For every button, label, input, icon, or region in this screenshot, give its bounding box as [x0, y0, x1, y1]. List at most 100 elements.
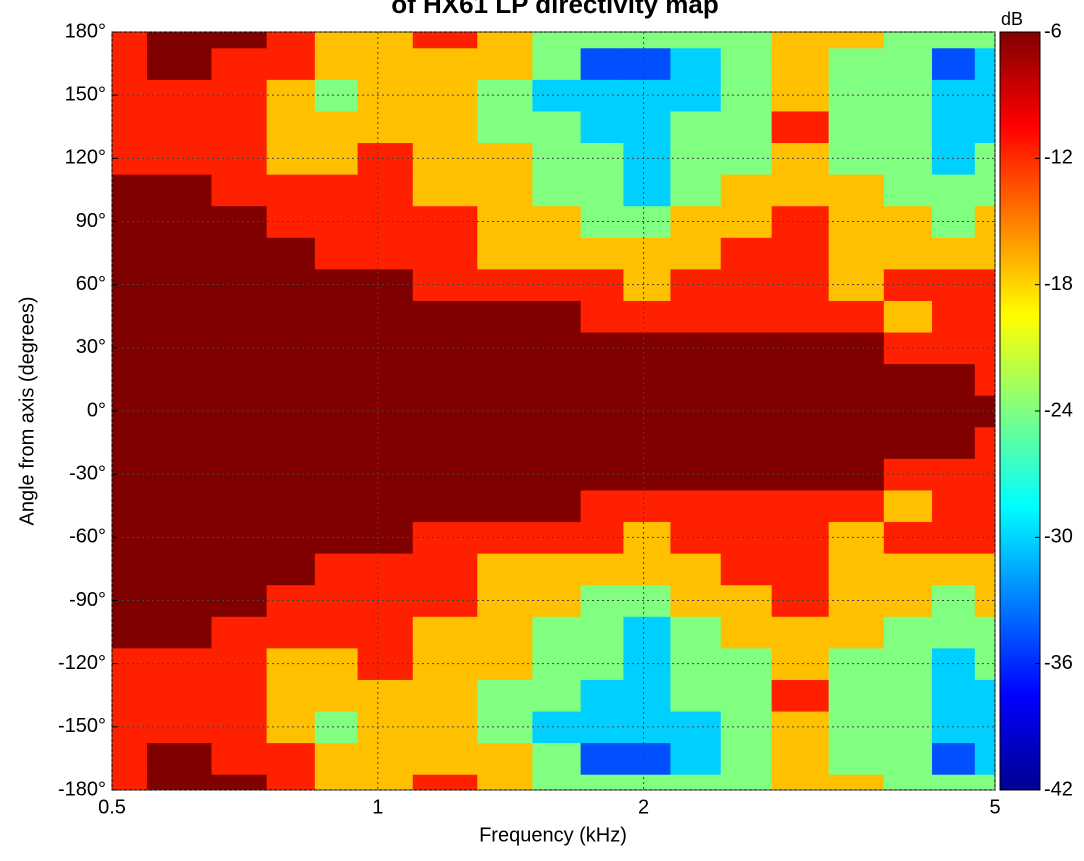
contour-cell: [477, 742, 533, 775]
colorbar-tick-label: -12: [1044, 147, 1073, 169]
contour-cell: [828, 237, 885, 270]
contour-cell: [412, 363, 478, 396]
contour-cell: [477, 679, 533, 712]
contour-cell: [357, 774, 414, 790]
contour-cell: [211, 489, 268, 523]
contour-cell: [314, 79, 359, 112]
contour-cell: [211, 47, 268, 80]
contour-cell: [314, 616, 359, 649]
contour-cell: [771, 489, 830, 523]
contour-cell: [883, 489, 933, 523]
x-tick-label: 0.5: [98, 796, 126, 818]
contour-cell: [532, 174, 582, 207]
contour-cell: [112, 679, 148, 712]
contour-cell: [883, 32, 933, 49]
contour-cell: [828, 426, 885, 459]
contour-cell: [532, 237, 582, 270]
contour-cell: [532, 47, 582, 80]
contour-cell: [314, 237, 359, 270]
x-tick-label: 5: [989, 796, 1000, 818]
y-tick-label: 90°: [76, 210, 106, 232]
contour-cell: [112, 363, 148, 396]
contour-cell: [580, 489, 624, 523]
contour-cell: [580, 300, 624, 333]
y-tick-label: 0°: [87, 399, 106, 421]
contour-cell: [211, 679, 268, 712]
contour-cell: [314, 32, 359, 49]
contour-cell: [932, 237, 976, 270]
contour-cell: [720, 489, 773, 523]
colorbar-tick-label: -36: [1044, 652, 1073, 674]
contour-cell: [477, 205, 533, 238]
contour-cell: [357, 32, 414, 49]
contour-cell: [211, 426, 268, 459]
contour-cell: [532, 679, 582, 712]
contour-cell: [720, 237, 773, 270]
contour-cell: [720, 553, 773, 586]
y-tick-label: -150°: [58, 715, 106, 737]
contour-cell: [314, 679, 359, 712]
contour-cell: [357, 363, 414, 396]
contour-cell: [883, 363, 933, 396]
contour-cell: [974, 616, 995, 649]
contour-cell: [720, 363, 773, 396]
contour-cell: [771, 742, 830, 775]
y-tick-label: -120°: [58, 652, 106, 674]
contour-cell: [314, 142, 359, 175]
contour-cell: [266, 300, 316, 333]
contour-cell: [623, 679, 671, 712]
contour-cell: [580, 174, 624, 207]
contour-cell: [828, 742, 885, 775]
contour-cell: [357, 110, 414, 144]
contour-cell: [670, 553, 722, 586]
contour-cell: [828, 174, 885, 207]
contour-cell: [623, 363, 671, 396]
contour-cell: [477, 711, 533, 744]
contour-cell: [477, 553, 533, 586]
contour-cell: [314, 47, 359, 80]
contour-cell: [532, 742, 582, 775]
contour-cell: [266, 553, 316, 586]
colorbar-label: dB: [1001, 9, 1023, 29]
contour-cell: [974, 47, 995, 80]
contour-cell: [357, 711, 414, 744]
contour-cell: [412, 32, 478, 49]
contour-cell: [112, 47, 148, 80]
contour-cell: [477, 332, 533, 365]
contour-cell: [477, 268, 533, 301]
contour-cell: [974, 32, 995, 49]
contour-cell: [477, 237, 533, 270]
contour-cell: [974, 268, 995, 301]
contour-cell: [314, 711, 359, 744]
contour-cell: [720, 174, 773, 207]
contour-cell: [771, 363, 830, 396]
contour-cell: [828, 363, 885, 396]
contour-cell: [974, 332, 995, 365]
contour-cell: [974, 395, 995, 428]
contour-cell: [146, 616, 212, 649]
contour-cell: [932, 174, 976, 207]
contour-cell: [771, 647, 830, 680]
contour-cell: [720, 47, 773, 80]
contour-cell: [314, 742, 359, 775]
x-tick-label: 2: [638, 796, 649, 818]
contour-cell: [477, 363, 533, 396]
contour-cell: [932, 300, 976, 333]
y-tick-label: -30°: [69, 462, 106, 484]
contour-cell: [357, 268, 414, 301]
contour-cell: [580, 47, 624, 80]
contour-cell: [932, 363, 976, 396]
contour-cell: [580, 616, 624, 649]
contour-cell: [670, 110, 722, 144]
contour-cell: [266, 32, 316, 49]
contour-cell: [146, 47, 212, 80]
contour-cell: [477, 79, 533, 112]
contour-cell: [477, 584, 533, 617]
contour-cell: [828, 679, 885, 712]
colorbar-tick-label: -42: [1044, 778, 1073, 800]
contour-cell: [211, 300, 268, 333]
contour-cell: [670, 679, 722, 712]
contour-cell: [266, 489, 316, 523]
contour-cell: [771, 553, 830, 586]
